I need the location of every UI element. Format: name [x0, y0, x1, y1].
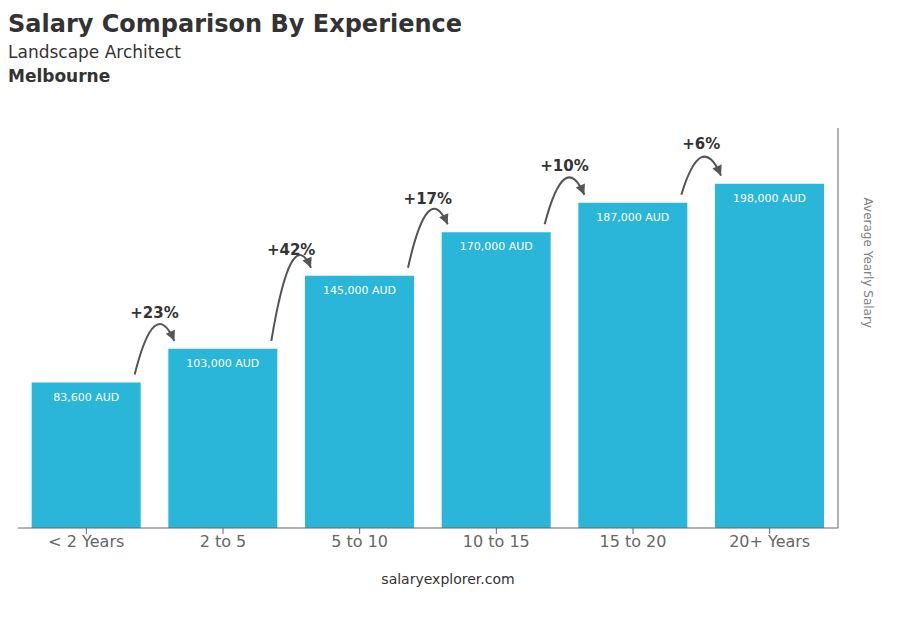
- svg-text:+17%: +17%: [404, 190, 452, 208]
- svg-text:20+ Years: 20+ Years: [729, 532, 810, 551]
- svg-text:198,000 AUD: 198,000 AUD: [733, 192, 806, 205]
- html-text:Landscape Architect: Landscape Architect: [8, 42, 181, 62]
- svg-text:Average Yearly Salary: Average Yearly Salary: [861, 198, 875, 328]
- svg-text:145,000 AUD: 145,000 AUD: [323, 284, 396, 297]
- svg-text:187,000 AUD: 187,000 AUD: [596, 211, 669, 224]
- html-text:Salary Comparison By Experienc: Salary Comparison By Experience: [8, 10, 463, 38]
- svg-text:15 to 20: 15 to 20: [600, 532, 667, 551]
- svg-text:83,600 AUD: 83,600 AUD: [53, 391, 119, 404]
- html-text:Melbourne: Melbourne: [8, 66, 111, 86]
- svg-text:170,000 AUD: 170,000 AUD: [460, 240, 533, 253]
- svg-text:5 to 10: 5 to 10: [331, 532, 388, 551]
- html-text:salaryexplorer.com: salaryexplorer.com: [381, 571, 515, 587]
- svg-text:10 to 15: 10 to 15: [463, 532, 530, 551]
- svg-text:+6%: +6%: [682, 135, 720, 153]
- svg-text:< 2 Years: < 2 Years: [48, 532, 124, 551]
- svg-text:+10%: +10%: [540, 157, 588, 175]
- svg-text:103,000 AUD: 103,000 AUD: [186, 357, 259, 370]
- svg-text:+42%: +42%: [267, 241, 315, 259]
- svg-text:+23%: +23%: [130, 304, 178, 322]
- svg-text:2 to 5: 2 to 5: [200, 532, 247, 551]
